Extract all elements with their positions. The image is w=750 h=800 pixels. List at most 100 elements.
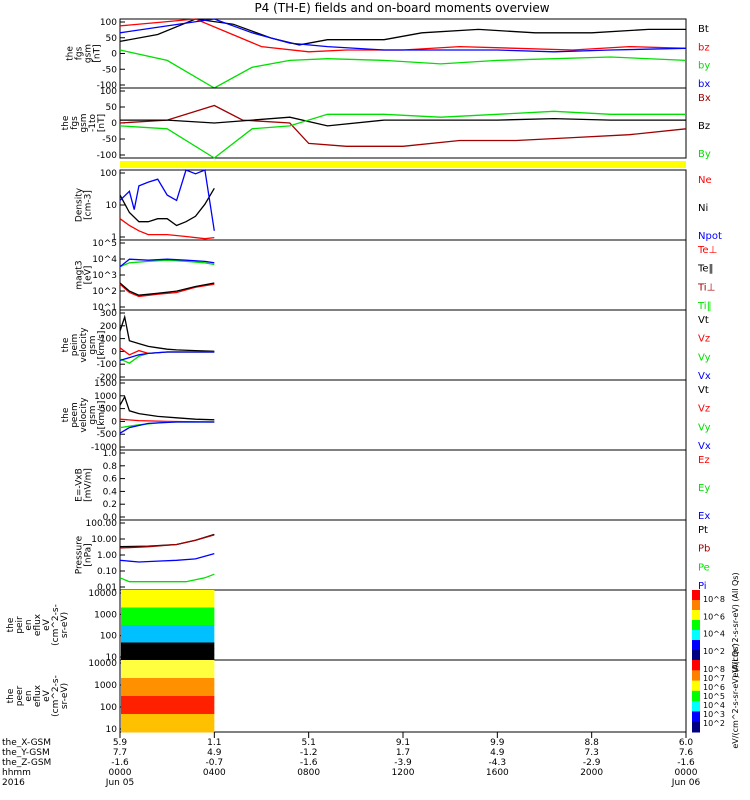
ylabel-line: sr-eV) [60,612,70,638]
x-tick-label: 7.7 [113,748,127,758]
legend-Vy: Vy [698,352,711,363]
legend-Vx: Vx [698,371,711,382]
heatmap-cell [121,654,215,661]
y-tick-label: 200 [100,322,117,332]
legend-Pt: Pt [698,525,708,536]
series-Vt [119,395,215,421]
ylabel-line: en [24,619,34,630]
y-tick-label: 100 [100,18,117,28]
heatmap-cell [121,636,215,643]
ylabel-line: eV [42,689,52,702]
heatmap-cell [121,625,215,632]
legend-Vx: Vx [698,441,711,452]
x-tick-label: 9.1 [396,738,410,748]
colorbar-tick-label: 10^7 [703,674,725,683]
series-Npot [119,169,215,231]
y-tick-label: 1 [111,233,117,243]
ylabel-line: Pressure [75,535,85,574]
colorbar-segment [692,721,700,733]
heatmap-cell [121,613,215,620]
x-tick-label: 0800 [297,768,320,778]
colorbar-segment [692,590,700,601]
colorbar-tick-label: 10^8 [703,595,725,604]
x-tick-label: -1.6 [300,758,318,768]
y-tick-label: -50 [102,135,117,145]
ylabel-line: eflux [33,613,43,636]
x-tick-label: -1.6 [111,758,129,768]
x-tick-label: 1600 [486,768,509,778]
series-Te‖ [119,282,215,296]
colorbar-tick-label: 10^6 [703,612,725,621]
y-tick-label: 0.0 [103,513,118,523]
colorbar-tick-label: 10^4 [703,630,725,639]
colorbar-label: eV/(cm^2-s-sr-eV) (All Qs) [731,572,740,677]
ylabel-line: peim [70,334,80,357]
y-tick-label: 10^5 [92,239,117,249]
colorbar-label: eV/(cm^2-s-sr-eV) (All Qs) [731,643,740,748]
x-tick-label: -2.9 [583,758,601,768]
legend-Ti‖: Ti‖ [697,301,712,312]
legend-Bt: Bt [698,24,709,35]
panel-frame [119,239,687,311]
heatmap-cell [121,601,215,608]
x-tick-label: 1.1 [207,738,221,748]
series-Ni [119,187,215,227]
colorbar-segment [692,680,700,692]
ylabel-line: eflux [33,684,43,707]
ylabel-line: velocity [79,397,89,433]
y-tick-label: 10.00 [91,535,117,545]
y-tick-label: -50 [102,65,117,75]
ylabel-line: en [24,690,34,701]
ylabel-line: gsm [84,44,94,63]
y-tick-label: 0.2 [103,500,117,510]
series-Ne [119,218,215,240]
x-tick-label: 7.3 [585,748,599,758]
ylabel-line: the [6,617,16,632]
x-tick-label: -1.2 [300,748,318,758]
ylabel-line: [mV/m] [84,468,94,502]
x-tick-label: 0000 [109,768,132,778]
panel-frame [119,519,687,591]
ylabel-line: eV [42,618,52,631]
legend-Pe: Pe [698,562,710,573]
legend-Ti⊥: Ti⊥ [697,282,715,293]
x-tick-label: -1.6 [677,758,695,768]
x-row-label: the_Y-GSM [2,748,50,758]
heatmap-cell [121,678,215,685]
heatmap-cell [121,666,215,673]
y-tick-label: 0.10 [97,567,117,577]
colorbar-tick-label: 10^6 [703,683,725,692]
colorbar-segment [692,690,700,702]
x-row-label: hhmm [2,768,31,778]
heatmap-cell [121,607,215,614]
series-Vt [119,314,215,352]
ylabel-line: [nT] [97,114,107,132]
x-tick-label: Jun 06 [671,778,701,788]
ylabel-line: the [61,115,71,130]
x-tick-label: 2000 [580,768,603,778]
legend-Vt: Vt [698,315,709,326]
heatmap-cell [121,708,215,715]
colorbar-segment [692,660,700,671]
legend-Vz: Vz [698,404,710,415]
legend-Te⊥: Te⊥ [697,245,717,256]
colorbar-tick-label: 10^8 [703,665,725,674]
heatmap-cell [121,696,215,703]
y-tick-label: 1.00 [97,551,117,561]
panel-2: the fgs gsm -1to [nT] 100 50 0 -50 -100 Bx Bz By [61,87,711,161]
x-row-label: the_Z-GSM [2,758,51,768]
heatmap-cell [121,720,215,727]
heatmap-cell [121,726,215,733]
y-tick-label: -100 [97,151,118,161]
x-tick-label: 9.9 [490,738,505,748]
x-tick-label: -4.3 [489,758,507,768]
x-row-label: 2016 [2,778,25,788]
heatmap-cell [121,714,215,721]
panel-8: Pressure [nPa] 100.00 10.00 1.00 0.10 0.01 Pt Pb… [75,519,711,593]
x-tick-label: 8.8 [585,738,600,748]
heatmap-cell [121,648,215,655]
colorbar-tick-label: 10^3 [703,710,725,719]
y-tick-label: 0 [111,417,117,427]
ylabel-line: (cm^2-s- [51,675,61,717]
